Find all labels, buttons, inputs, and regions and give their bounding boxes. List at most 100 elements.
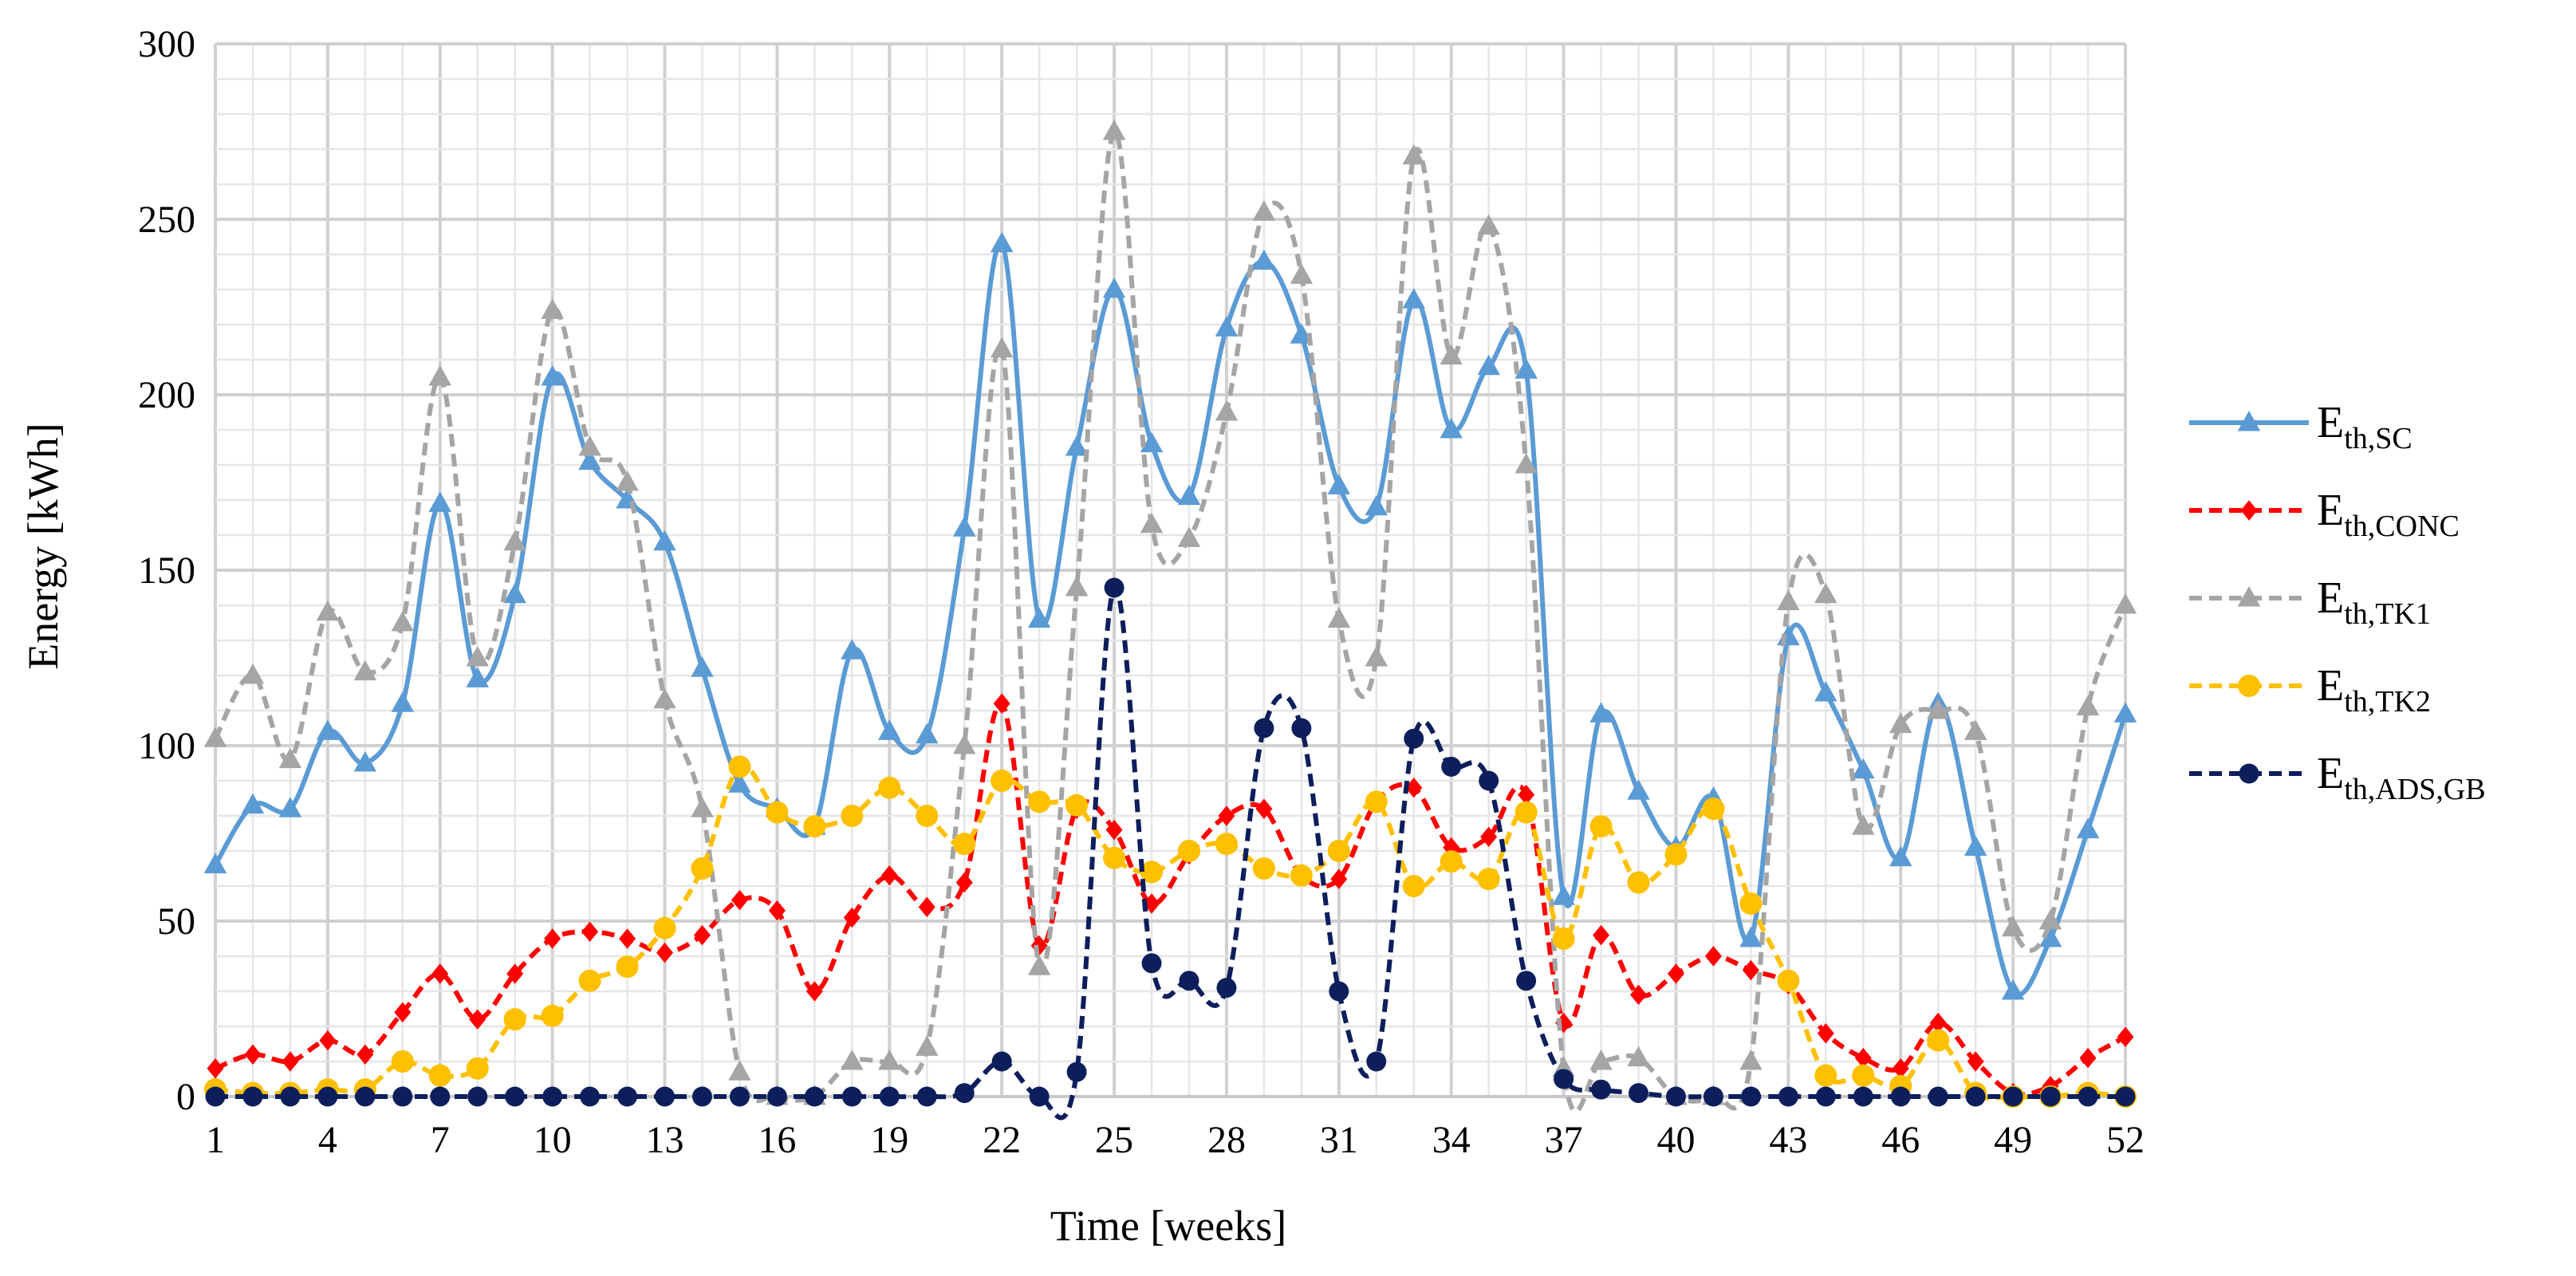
legend-label: Eth,SC	[2317, 398, 2413, 455]
data-point-sc	[1140, 431, 1164, 453]
legend-label: Eth,TK1	[2317, 573, 2431, 631]
data-point-tk2	[1514, 801, 1538, 824]
data-point-tk2	[1327, 839, 1350, 863]
data-point-ads	[1853, 1086, 1873, 1107]
x-tick-label: 13	[646, 1119, 684, 1161]
data-point-ads	[1141, 953, 1162, 974]
data-point-conc	[805, 981, 823, 1002]
y-tick-label: 200	[138, 374, 195, 416]
legend-swatch-marker	[2237, 674, 2261, 698]
data-point-sc	[1514, 358, 1538, 379]
data-point-sc	[952, 516, 976, 537]
data-point-ads	[1216, 978, 1237, 998]
data-point-tk2	[1065, 794, 1089, 817]
data-point-ads	[242, 1086, 263, 1107]
data-point-ads	[841, 1086, 862, 1107]
data-point-ads	[1329, 981, 1349, 1002]
data-point-sc	[203, 853, 227, 874]
x-tick-label: 43	[1769, 1119, 1807, 1161]
data-point-tk1	[1102, 120, 1126, 140]
data-point-ads	[692, 1086, 712, 1107]
data-point-sc	[653, 530, 676, 551]
data-point-ads	[1554, 1069, 1574, 1089]
data-point-sc	[1102, 278, 1126, 298]
data-point-tk2	[1477, 868, 1500, 891]
data-point-tk2	[728, 755, 751, 778]
data-point-sc	[2038, 927, 2062, 947]
data-point-sc	[990, 231, 1014, 253]
legend-label: Eth,CONC	[2317, 486, 2460, 543]
legend-swatch-marker	[2239, 763, 2259, 784]
data-point-tk1	[578, 435, 601, 456]
data-point-sc	[1739, 927, 1763, 947]
x-tick-label: 25	[1095, 1119, 1133, 1161]
y-tick-label: 100	[138, 725, 195, 767]
data-point-conc	[1854, 1047, 1872, 1069]
data-point-tk1	[2076, 695, 2100, 716]
data-point-sc	[1402, 288, 1425, 309]
data-point-sc	[578, 449, 601, 471]
x-tick-label: 16	[758, 1119, 796, 1161]
y-tick-label: 250	[138, 199, 195, 241]
data-point-conc	[880, 865, 898, 886]
data-point-tk2	[1177, 839, 1201, 863]
data-point-conc	[1405, 778, 1423, 798]
data-point-tk1	[1027, 955, 1051, 975]
data-point-sc	[541, 365, 564, 386]
data-point-tk1	[1177, 526, 1201, 547]
data-point-tk1	[1365, 646, 1388, 667]
data-point-tk1	[428, 365, 452, 386]
data-point-sc	[1252, 249, 1276, 270]
data-point-tk2	[1589, 815, 1613, 838]
data-point-tk1	[1589, 1050, 1613, 1070]
data-point-tk2	[1927, 1029, 1950, 1052]
legend-item-conc: Eth,CONC	[2189, 486, 2460, 543]
data-point-conc	[1330, 868, 1348, 889]
data-point-ads	[542, 1086, 563, 1107]
data-point-tk2	[578, 969, 601, 992]
data-point-sc	[466, 667, 489, 687]
data-point-conc	[581, 921, 599, 942]
data-point-ads	[1928, 1086, 1948, 1107]
data-point-tk2	[1702, 798, 1725, 821]
data-point-ads	[766, 1086, 787, 1107]
data-point-ads	[1703, 1086, 1723, 1107]
data-point-tk1	[728, 1060, 751, 1081]
data-point-conc	[1630, 984, 1648, 1006]
series-line-tk2	[215, 762, 2126, 1101]
x-tick-label: 22	[983, 1119, 1021, 1161]
data-point-tk1	[2113, 593, 2137, 614]
data-point-ads	[804, 1086, 825, 1107]
data-point-tk2	[953, 833, 976, 856]
data-point-ads	[1029, 1086, 1050, 1107]
data-point-tk1	[1777, 589, 1800, 611]
data-point-ads	[1890, 1086, 1911, 1107]
legend-swatch-marker	[2237, 411, 2261, 431]
data-point-tk2	[691, 857, 714, 880]
data-point-ads	[1291, 718, 1312, 738]
data-point-sc	[1589, 702, 1613, 723]
data-point-tk1	[691, 797, 714, 817]
data-point-tk1	[1140, 512, 1164, 534]
data-point-conc	[993, 693, 1010, 714]
data-point-conc	[955, 872, 973, 893]
data-point-sc	[1440, 418, 1463, 439]
data-point-sc	[1290, 323, 1314, 344]
data-point-sc	[1852, 758, 1875, 779]
x-tick-label: 46	[1881, 1119, 1920, 1161]
y-tick-label: 0	[176, 1076, 195, 1118]
data-point-tk2	[428, 1064, 451, 1087]
data-point-conc	[207, 1058, 224, 1079]
data-point-tk1	[541, 298, 564, 319]
data-point-tk2	[916, 804, 939, 828]
data-point-tk2	[1103, 846, 1126, 869]
data-point-tk1	[1440, 344, 1463, 365]
data-point-tk2	[1552, 927, 1575, 951]
data-point-sc	[428, 491, 452, 512]
data-point-ads	[1965, 1086, 1986, 1107]
data-point-conc	[1929, 1012, 1947, 1034]
data-point-conc	[469, 1009, 486, 1030]
legend-item-ads: Eth,ADS,GB	[2189, 749, 2486, 806]
data-point-ads	[617, 1086, 638, 1107]
x-tick-label: 1	[206, 1119, 225, 1161]
